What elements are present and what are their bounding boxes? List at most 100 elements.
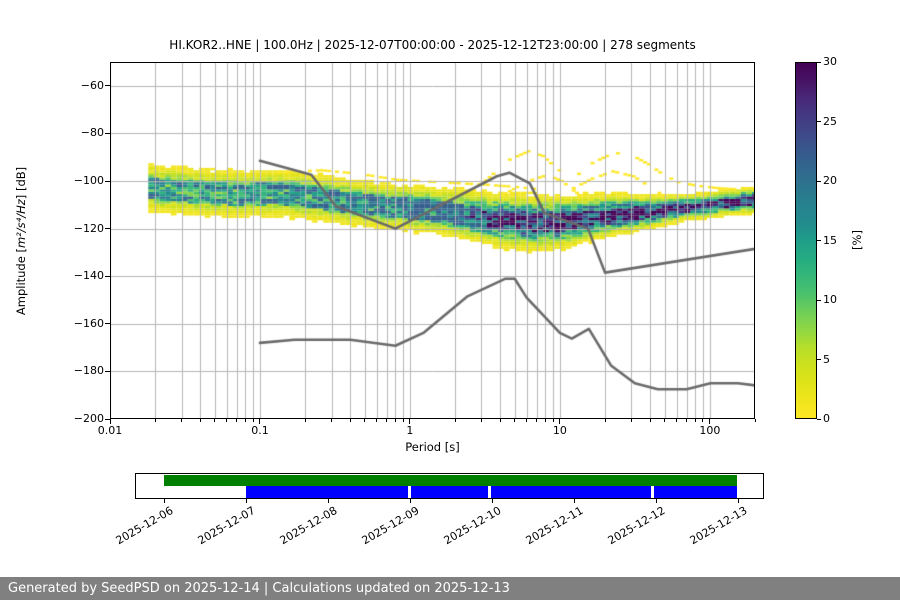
x-tick-label: 0.01 xyxy=(97,424,123,437)
x-axis-minor-tick xyxy=(499,419,501,422)
x-axis-minor-tick xyxy=(649,419,651,422)
colorbar-tick xyxy=(817,299,821,301)
x-axis-minor-tick xyxy=(754,419,756,422)
y-axis-tick xyxy=(105,132,110,134)
y-tick-label: −140 xyxy=(73,269,104,283)
psd-coverage-bar xyxy=(654,486,738,498)
ppsd-histogram-canvas xyxy=(110,62,755,419)
colorbar-tick-label: 5 xyxy=(823,352,830,366)
y-tick-label: −100 xyxy=(73,174,104,187)
x-tick-label: 100 xyxy=(699,424,721,437)
x-axis-minor-tick xyxy=(526,419,528,422)
y-tick-label: −180 xyxy=(73,364,104,378)
colorbar-gradient xyxy=(796,63,816,418)
date-tick-label: 2025-12-06 xyxy=(113,504,176,548)
date-tick-label: 2025-12-10 xyxy=(441,504,504,548)
x-axis-minor-tick xyxy=(244,419,246,422)
plot-title: HI.KOR2..HNE | 100.0Hz | 2025-12-07T00:0… xyxy=(169,38,696,52)
y-axis-tick xyxy=(105,418,110,420)
y-axis-tick xyxy=(105,180,110,182)
plot-frame xyxy=(110,62,755,419)
y-axis-tick xyxy=(105,275,110,277)
data-availability-bar xyxy=(164,474,738,486)
y-tick-label: −80 xyxy=(80,126,104,140)
x-axis-minor-tick xyxy=(252,419,254,422)
x-axis-minor-tick xyxy=(552,419,554,422)
y-tick-label: −120 xyxy=(73,221,104,235)
colorbar-tick xyxy=(817,359,821,360)
x-axis-tick xyxy=(559,419,561,424)
colorbar-tick xyxy=(817,121,821,122)
timeline-tick xyxy=(573,499,575,503)
y-tick-label: −200 xyxy=(73,412,104,425)
x-axis-minor-tick xyxy=(694,419,696,422)
colorbar-tick xyxy=(817,240,821,241)
colorbar-tick-label: 0 xyxy=(823,412,830,425)
timeline-tick xyxy=(655,499,657,503)
date-tick-label: 2025-12-13 xyxy=(687,504,750,548)
date-tick-label: 2025-12-09 xyxy=(359,504,422,548)
x-axis-minor-tick xyxy=(226,419,228,422)
y-axis-tick xyxy=(105,370,110,372)
colorbar-tick-label: 20 xyxy=(823,174,837,187)
colorbar-tick-label: 10 xyxy=(823,293,837,306)
x-axis-minor-tick xyxy=(480,419,482,422)
footer-bar: Generated by SeedPSD on 2025-12-14 | Cal… xyxy=(0,577,900,600)
y-axis-tick xyxy=(105,228,110,230)
timeline-tick xyxy=(163,499,165,503)
date-tick-label: 2025-12-07 xyxy=(195,504,258,548)
x-axis-minor-tick xyxy=(394,419,396,422)
x-axis-minor-tick xyxy=(514,419,516,422)
x-axis-tick xyxy=(259,419,261,424)
psd-coverage-bar xyxy=(491,486,652,498)
footer-text: Generated by SeedPSD on 2025-12-14 | Cal… xyxy=(8,581,510,596)
x-axis-tick xyxy=(409,419,411,424)
colorbar-tick-label: 25 xyxy=(823,114,837,128)
x-axis-minor-tick xyxy=(454,419,456,422)
date-tick-label: 2025-12-08 xyxy=(277,504,340,548)
y-axis-tick xyxy=(105,323,110,325)
y-tick-label: −160 xyxy=(73,316,104,330)
x-axis-minor-tick xyxy=(304,419,306,422)
x-axis-tick xyxy=(109,419,111,424)
x-axis-minor-tick xyxy=(154,419,156,422)
x-axis-minor-tick xyxy=(402,419,404,422)
colorbar-tick xyxy=(817,418,821,420)
x-axis-minor-tick xyxy=(331,419,332,422)
x-axis-minor-tick xyxy=(544,419,546,422)
x-axis-minor-tick xyxy=(199,419,201,422)
timeline-tick xyxy=(245,499,247,503)
x-axis-minor-tick xyxy=(536,419,538,422)
x-axis-minor-tick xyxy=(686,419,688,422)
x-axis-minor-tick xyxy=(702,419,704,422)
colorbar-tick xyxy=(817,61,821,63)
y-axis-tick xyxy=(105,85,110,87)
x-tick-label: 0.1 xyxy=(251,424,269,437)
timeline-tick xyxy=(491,499,493,503)
x-axis-minor-tick xyxy=(349,419,351,422)
psd-coverage-bar xyxy=(410,486,488,498)
x-axis-minor-tick xyxy=(364,419,366,422)
colorbar-tick xyxy=(817,180,821,182)
date-tick-label: 2025-12-11 xyxy=(523,504,586,548)
colorbar-tick-label: 15 xyxy=(823,233,837,247)
x-axis-minor-tick xyxy=(676,419,678,422)
psd-coverage-bar xyxy=(246,486,408,498)
timeline-tick xyxy=(409,499,411,503)
y-tick-label: −60 xyxy=(80,78,104,92)
colorbar xyxy=(795,62,817,419)
x-axis-minor-tick xyxy=(664,419,666,422)
x-axis-minor-tick xyxy=(376,419,378,422)
x-axis-minor-tick xyxy=(236,419,238,422)
x-axis-minor-tick xyxy=(181,419,183,422)
x-axis-minor-tick xyxy=(604,419,606,422)
x-axis-tick xyxy=(709,419,711,424)
x-tick-label: 1 xyxy=(406,424,414,437)
x-axis-minor-tick xyxy=(214,419,216,422)
timeline-tick xyxy=(737,499,739,503)
x-tick-label: 10 xyxy=(552,424,567,437)
timeline-tick xyxy=(327,499,329,503)
date-tick-label: 2025-12-12 xyxy=(605,504,668,548)
x-axis-minor-tick xyxy=(630,419,632,422)
